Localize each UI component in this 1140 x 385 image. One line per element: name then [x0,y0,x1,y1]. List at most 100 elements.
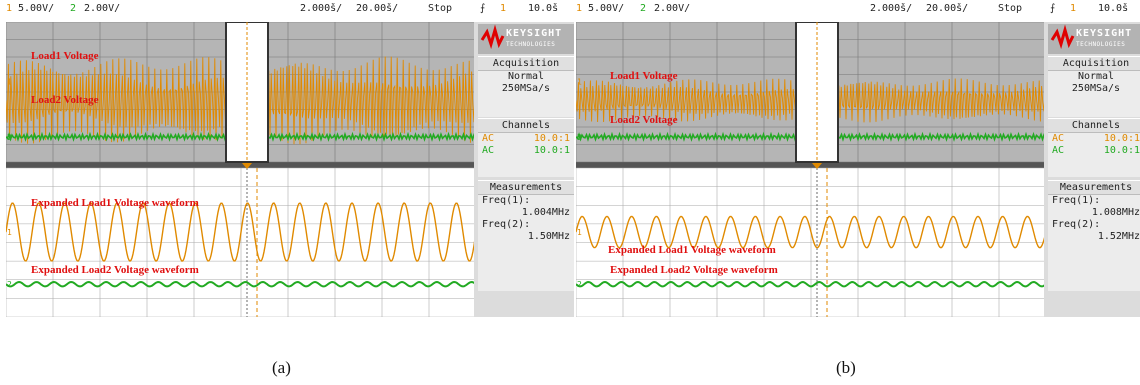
time-scale[interactable]: 2.000š/ [870,3,913,14]
channels-title[interactable]: Channels [1048,119,1140,133]
ch1-number[interactable]: 1 [6,3,13,14]
trigger-source[interactable]: 1 [500,3,507,14]
trigger-edge-icon[interactable]: ⨍ [1050,3,1056,14]
channels-title[interactable]: Channels [478,119,574,133]
time-delay[interactable]: 20.00š/ [356,3,399,14]
load2-label: Load2 Voltage [610,114,678,126]
scope-panel-a: 1 5.00V/ 2 2.00V/ 2.000š/ 20.00š/ Stop ⨍… [0,0,574,320]
zoom-grid [6,167,476,317]
scope-sidebar: KEYSIGHT TECHNOLOGIES Acquisition Normal… [1044,22,1140,317]
trigger-source[interactable]: 1 [1070,3,1077,14]
ch2-marker-icon: 2 [7,133,12,142]
ch2-row[interactable]: AC 10.0:1 [1048,145,1140,157]
ch1-scale[interactable]: 5.00V/ [18,3,55,14]
run-state[interactable]: Stop [428,3,453,14]
ch1-row[interactable]: AC 10.0:1 [1048,133,1140,145]
scope-header: 1 5.00V/ 2 2.00V/ 2.000š/ 20.00š/ Stop ⨍… [0,0,570,18]
acquisition-mode: Normal [507,71,545,82]
expanded-load1-label: Expanded Load1 Voltage waveform [608,244,776,256]
load1-label: Load1 Voltage [31,50,99,62]
trigger-marker-icon [812,163,822,169]
acquisition-title[interactable]: Acquisition [1048,57,1140,71]
trigger-level[interactable]: 10.0š [1098,3,1129,14]
freq2-value: 1.52MHz [1097,231,1140,242]
waveform-canvas: 1 2 1 2 [576,22,1046,317]
scope-panel-b: 1 5.00V/ 2 2.00V/ 2.000š/ 20.00š/ Stop ⨍… [570,0,1140,320]
caption-a: (a) [272,358,291,377]
ch2-marker-icon: 2 [577,133,582,142]
ch2-coupling: AC [482,145,495,156]
ch1-zoom-marker-icon: 1 [577,228,582,237]
ch1-coupling: AC [1052,133,1065,144]
ch1-expanded-trace [6,202,476,263]
ch2-probe: 10.0:1 [533,145,570,156]
brand-subtitle: TECHNOLOGIES [506,41,556,48]
ch1-row[interactable]: AC 10.0:1 [478,133,574,145]
ch2-row[interactable]: AC 10.0:1 [478,145,574,157]
acquisition-title[interactable]: Acquisition [478,57,574,71]
ch1-coupling: AC [482,133,495,144]
brand-subtitle: TECHNOLOGIES [1076,41,1126,48]
ch1-marker-icon: 1 [7,77,12,86]
acquisition-section[interactable]: Acquisition Normal 250MSa/s [1048,56,1140,117]
trigger-marker-icon [242,163,252,169]
freq1-label: Freq(1): [1052,195,1101,206]
freq1-value: 1.008MHz [1091,207,1140,218]
expanded-load1-label: Expanded Load1 Voltage waveform [31,197,199,209]
measurements-section[interactable]: Measurements Freq(1): 1.008MHz Freq(2): … [1048,180,1140,291]
zoom-divider [576,162,1046,168]
ch2-number[interactable]: 2 [640,3,647,14]
ch1-zoom-marker-icon: 1 [7,228,12,237]
zoom-divider [6,162,476,168]
time-scale[interactable]: 2.000š/ [300,3,343,14]
acquisition-section[interactable]: Acquisition Normal 250MSa/s [478,56,574,117]
ch2-zoom-marker-icon: 2 [7,280,12,289]
measurements-section[interactable]: Measurements Freq(1): 1.004MHz Freq(2): … [478,180,574,291]
ch1-marker-icon: 1 [577,77,582,86]
zoom-grid [576,167,1046,317]
keysight-logo: KEYSIGHT TECHNOLOGIES [478,24,574,54]
ch1-number[interactable]: 1 [576,3,583,14]
time-delay[interactable]: 20.00š/ [926,3,969,14]
ch2-scale[interactable]: 2.00V/ [84,3,121,14]
ch2-zoom-marker-icon: 2 [577,280,582,289]
ch2-expanded-trace [576,280,1046,288]
freq1-value: 1.004MHz [521,207,570,218]
trigger-edge-icon[interactable]: ⨍ [480,3,486,14]
ch2-number[interactable]: 2 [70,3,77,14]
acquisition-mode: Normal [1077,71,1115,82]
scope-display[interactable]: 1 2 1 2 Load1 Voltage Load2 Voltage Expande… [6,22,476,317]
keysight-wave-icon [480,24,505,50]
scope-header: 1 5.00V/ 2 2.00V/ 2.000š/ 20.00š/ Stop ⨍… [570,0,1140,18]
ch2-scale[interactable]: 2.00V/ [654,3,691,14]
freq2-label: Freq(2): [1052,219,1101,230]
scope-display[interactable]: 1 2 1 2 Load1 Voltage Load2 Voltage Expande… [576,22,1046,317]
keysight-logo: KEYSIGHT TECHNOLOGIES [1048,24,1140,54]
freq2-value: 1.50MHz [527,231,570,242]
sample-rate: 250MSa/s [1071,83,1121,94]
channels-section[interactable]: Channels AC 10.0:1 AC 10.0:1 [1048,118,1140,177]
caption-b: (b) [836,358,856,377]
ch2-probe: 10.0:1 [1103,145,1140,156]
expanded-load2-label: Expanded Load2 Voltage waveform [31,264,199,276]
load1-label: Load1 Voltage [610,70,678,82]
load2-label: Load2 Voltage [31,94,99,106]
ch1-probe: 10.0:1 [1103,133,1140,144]
freq2-label: Freq(2): [482,219,531,230]
ch1-expanded-trace [576,215,1046,249]
waveform-canvas: 1 2 1 2 [6,22,476,317]
keysight-wave-icon [1050,24,1075,50]
brand-name: KEYSIGHT [1076,28,1133,39]
sample-rate: 250MSa/s [501,83,551,94]
measurements-title[interactable]: Measurements [1048,181,1140,195]
ch1-scale[interactable]: 5.00V/ [588,3,625,14]
scope-sidebar: KEYSIGHT TECHNOLOGIES Acquisition Normal… [474,22,574,317]
freq1-label: Freq(1): [482,195,531,206]
expanded-load2-label: Expanded Load2 Voltage waveform [610,264,778,276]
ch2-coupling: AC [1052,145,1065,156]
channels-section[interactable]: Channels AC 10.0:1 AC 10.0:1 [478,118,574,177]
measurements-title[interactable]: Measurements [478,181,574,195]
trigger-level[interactable]: 10.0š [528,3,559,14]
ch2-expanded-trace [6,280,476,288]
run-state[interactable]: Stop [998,3,1023,14]
